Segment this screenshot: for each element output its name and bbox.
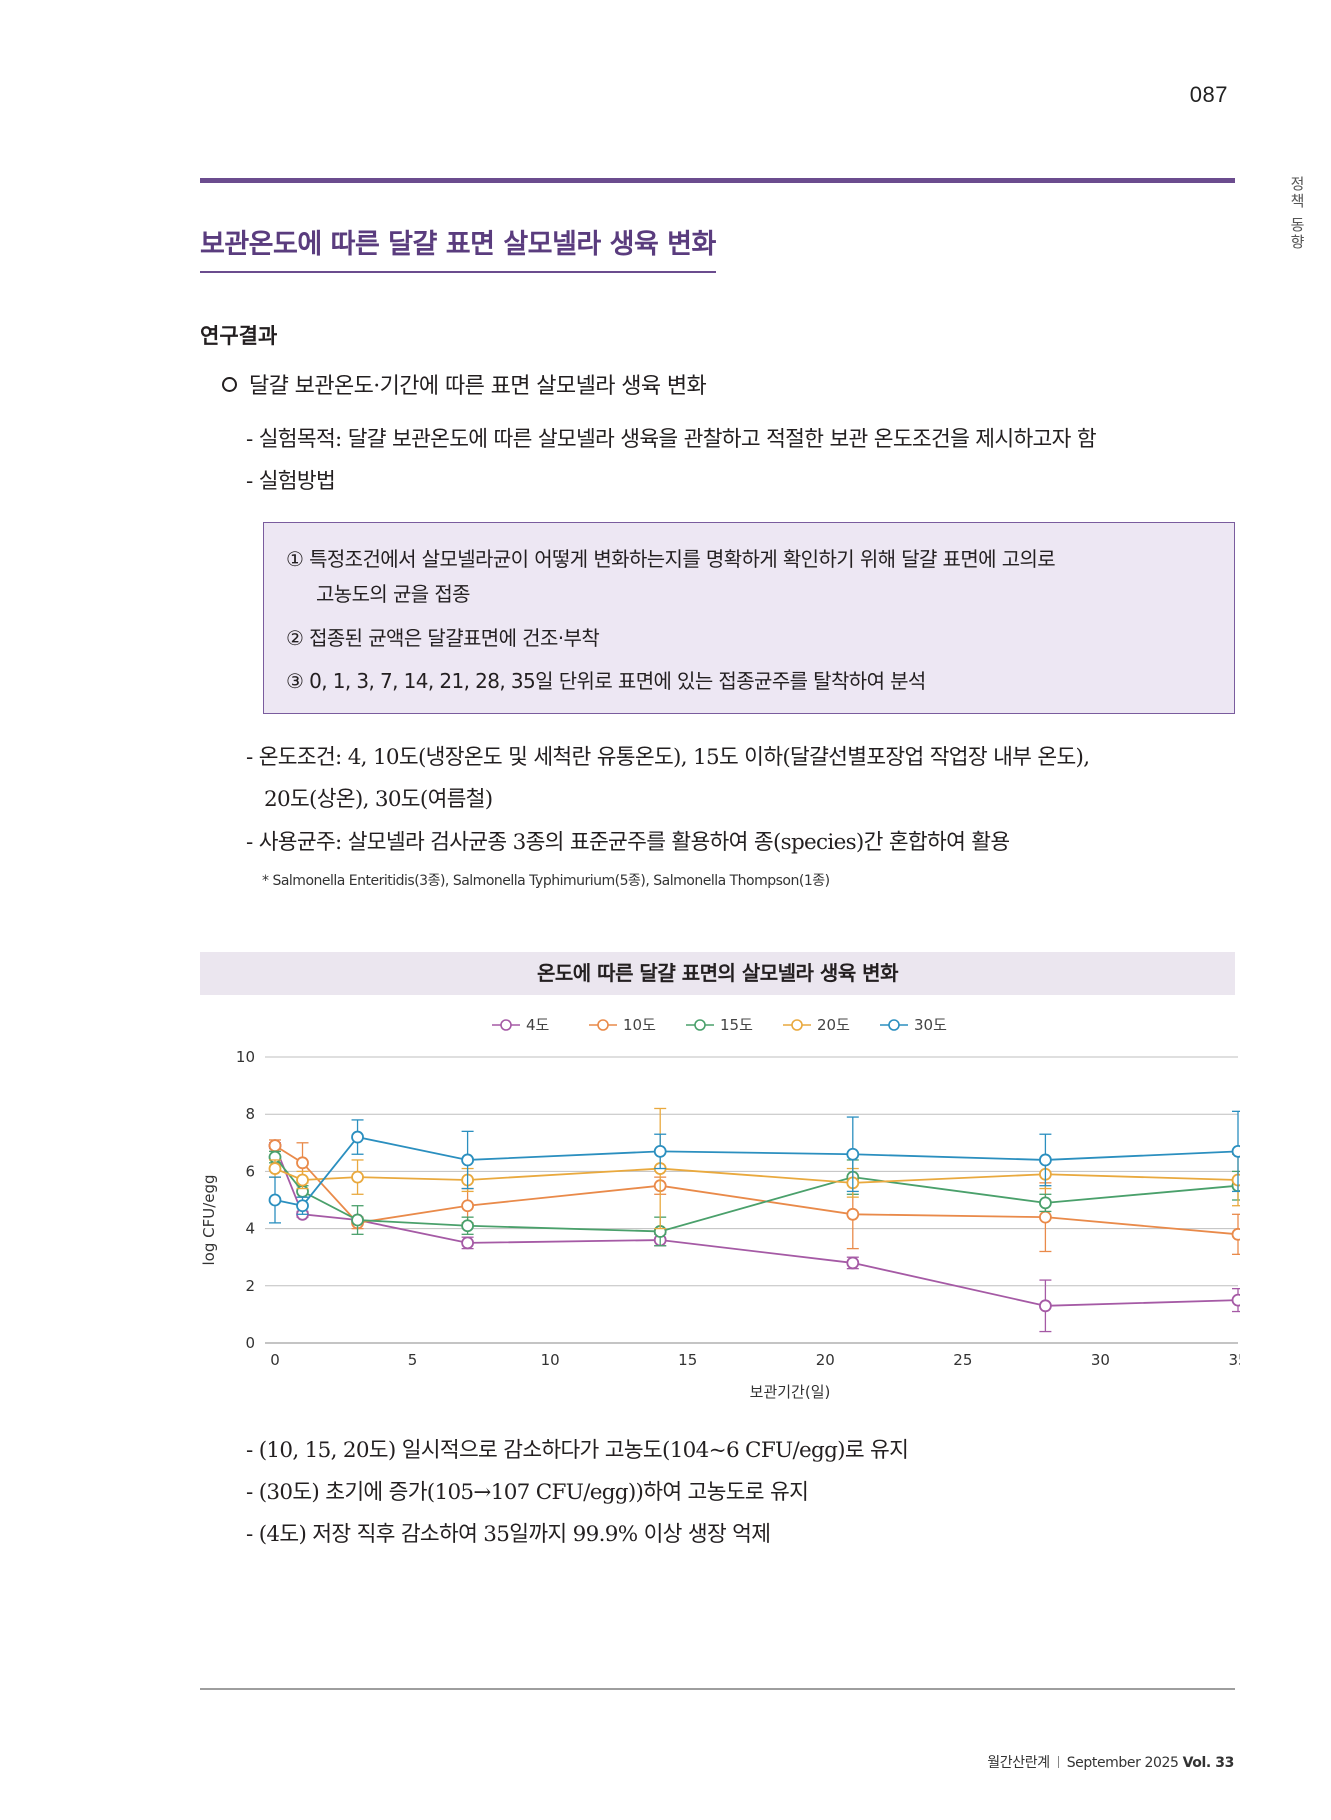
conclusion-3: - (4도) 저장 직후 감소하여 35일까지 99.9% 이상 생장 억제 [246, 1522, 771, 1547]
chart-series [268, 1107, 1240, 1333]
bullet-item: 달걀 보관온도·기간에 따른 표면 살모넬라 생육 변화 [222, 368, 707, 400]
magazine-name: 월간산란계 [987, 1755, 1050, 1771]
footer: 월간산란계 September 2025 Vol. 33 [987, 1752, 1234, 1772]
legend-marker [597, 1019, 609, 1031]
chart-legend: 4도 10도 15도 20도 30도 [492, 1016, 947, 1034]
legend-item: 15도 [686, 1016, 753, 1034]
legend-marker [500, 1019, 512, 1031]
page-number: 087 [1189, 82, 1228, 107]
data-point [1039, 1196, 1052, 1210]
data-point [351, 1213, 364, 1227]
legend-label: 15도 [720, 1016, 753, 1034]
y-tick-label: 2 [245, 1277, 255, 1295]
x-tick-label: 5 [408, 1351, 418, 1369]
x-tick-label: 10 [541, 1351, 560, 1369]
y-tick-label: 10 [236, 1048, 255, 1066]
data-point [461, 1153, 475, 1167]
legend-item: 10도 [589, 1016, 656, 1034]
series-line [274, 1167, 1239, 1184]
circle-bullet-icon [222, 377, 237, 392]
conclusion-1: - (10, 15, 20도) 일시적으로 감소하다가 고농도(104~6 CF… [246, 1438, 909, 1463]
footnote: * Salmonella Enteritidis(3종), Salmonella… [262, 873, 830, 889]
series-20도 [268, 1107, 1240, 1230]
section-side-label: 정책 동향 [1288, 176, 1306, 251]
data-point [461, 1236, 475, 1250]
data-point [1039, 1210, 1052, 1224]
legend-label: 4도 [526, 1016, 550, 1034]
strain-line: - 사용균주: 살모넬라 검사균종 3종의 표준균주를 활용하여 종(speci… [246, 830, 1010, 855]
data-point [296, 1156, 309, 1170]
series-line [274, 1145, 1239, 1307]
footer-separator [1057, 1756, 1059, 1768]
data-point [268, 1139, 282, 1153]
data-point [1231, 1227, 1240, 1241]
series-4도 [268, 1139, 1240, 1333]
legend-label: 30도 [914, 1016, 947, 1034]
y-tick-label: 4 [245, 1220, 255, 1238]
data-point [1039, 1153, 1052, 1167]
x-axis-label: 보관기간(일) [750, 1383, 831, 1401]
series-line [274, 1144, 1239, 1236]
data-point [846, 1147, 860, 1161]
data-point [653, 1144, 667, 1158]
subheading: 연구결과 [200, 324, 278, 348]
series-30도 [268, 1110, 1240, 1224]
legend-item: 4도 [492, 1016, 550, 1034]
data-point [351, 1170, 364, 1184]
volume-number: Vol. 33 [1182, 1755, 1235, 1771]
method-item-3: ③ 0, 1, 3, 7, 14, 21, 28, 35일 단위로 표면에 있는… [286, 669, 926, 693]
temperature-line-cont: 20도(상온), 30도(여름철) [264, 787, 493, 812]
section-title: 보관온도에 따른 달걀 표면 살모넬라 생육 변화 [200, 222, 716, 273]
bottom-divider [200, 1688, 1235, 1690]
series-line [274, 1136, 1239, 1207]
bullet-text: 달걀 보관온도·기간에 따른 표면 살모넬라 생육 변화 [249, 374, 707, 399]
y-tick-label: 0 [245, 1334, 255, 1352]
legend-item: 20도 [783, 1016, 850, 1034]
purpose-line: - 실험목적: 달걀 보관온도에 따른 살모넬라 생육을 관찰하고 적절한 보관… [246, 427, 1097, 452]
legend-marker [888, 1019, 900, 1031]
chart: 0 2 4 6 8 10 0 5 10 15 20 25 30 35 4도 10도 15도 20도 30도 log… [200, 1016, 1240, 1401]
conclusion-2: - (30도) 초기에 증가(105→107 CFU/egg))하여 고농도로 … [246, 1480, 809, 1505]
method-label: - 실험방법 [246, 469, 336, 494]
x-tick-label: 15 [678, 1351, 697, 1369]
data-point [351, 1130, 364, 1144]
method-item-1: ① 특정조건에서 살모넬라균이 어떻게 변화하는지를 명확하게 확인하기 위해 … [286, 547, 1056, 571]
data-point [846, 1256, 860, 1270]
data-point [1231, 1173, 1240, 1187]
data-point [268, 1162, 282, 1175]
x-tick-label: 0 [270, 1351, 280, 1369]
method-item-1-cont: 고농도의 균을 접종 [316, 582, 471, 606]
legend-marker [694, 1019, 706, 1031]
data-point [296, 1173, 309, 1187]
chart-title-band: 온도에 따른 달걀 표면의 살모넬라 생육 변화 [200, 952, 1235, 995]
top-divider [200, 178, 1235, 183]
issue-date: September 2025 [1066, 1755, 1179, 1771]
method-box: ① 특정조건에서 살모넬라균이 어떻게 변화하는지를 명확하게 확인하기 위해 … [263, 522, 1235, 714]
data-point [268, 1193, 282, 1207]
legend-item: 30도 [880, 1016, 947, 1034]
legend-label: 20도 [817, 1016, 850, 1034]
data-point [1231, 1144, 1240, 1158]
legend-label: 10도 [623, 1016, 656, 1034]
data-point [296, 1199, 309, 1213]
series-line [274, 1156, 1239, 1233]
y-tick-label: 6 [245, 1162, 255, 1180]
chart-grid [265, 1056, 1238, 1344]
data-point [846, 1207, 860, 1221]
x-tick-label: 35 [1228, 1351, 1240, 1369]
y-axis-label: log CFU/egg [200, 1174, 218, 1265]
temperature-line: - 온도조건: 4, 10도(냉장온도 및 세척란 유통온도), 15도 이하(… [246, 745, 1090, 770]
x-tick-label: 30 [1091, 1351, 1110, 1369]
legend-marker [791, 1019, 803, 1031]
method-item-2: ② 접종된 균액은 달걀표면에 건조·부착 [286, 626, 600, 650]
chart-axes: 0 2 4 6 8 10 0 5 10 15 20 25 30 35 [236, 1048, 1240, 1369]
data-point [461, 1199, 475, 1213]
y-tick-label: 8 [245, 1105, 255, 1123]
chart-title: 온도에 따른 달걀 표면의 살모넬라 생육 변화 [537, 961, 898, 985]
data-point [461, 1219, 475, 1233]
data-point [1231, 1293, 1240, 1307]
x-tick-label: 20 [816, 1351, 835, 1369]
x-tick-label: 25 [953, 1351, 972, 1369]
data-point [1039, 1299, 1052, 1313]
